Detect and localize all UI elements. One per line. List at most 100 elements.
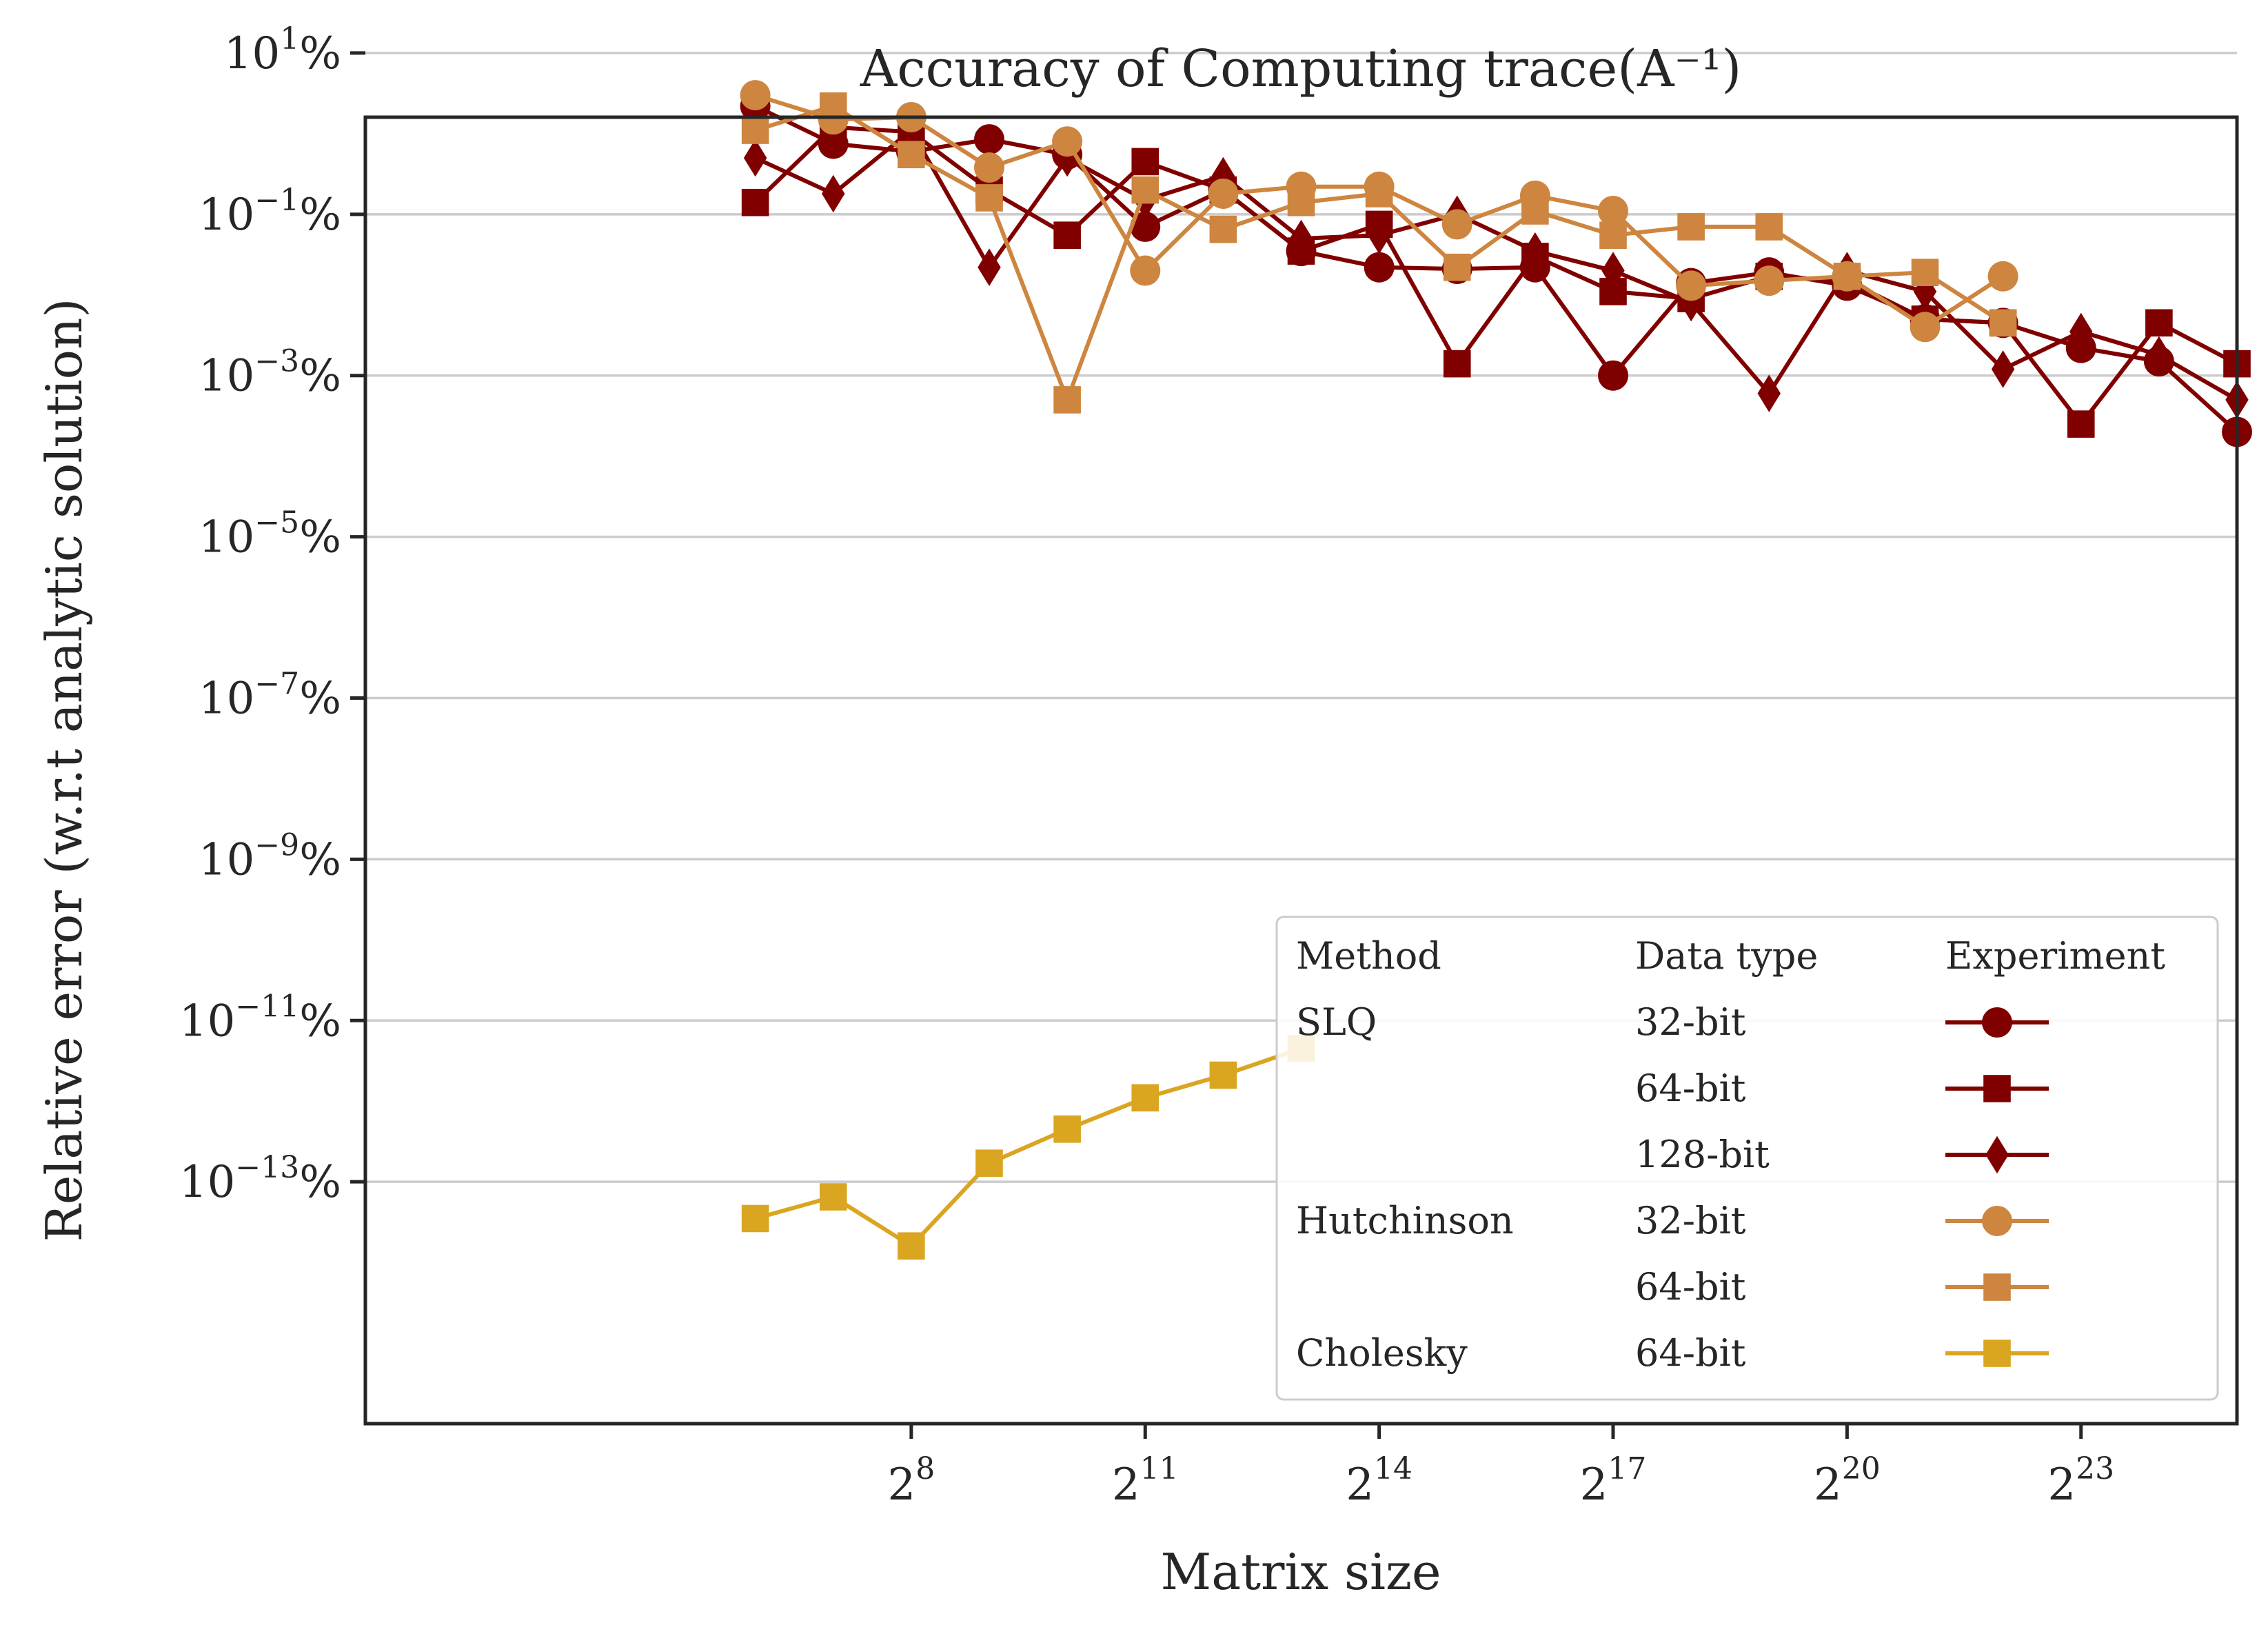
- legend-header: Method: [1296, 934, 1441, 978]
- series-line: [754, 128, 2238, 402]
- data-point: [1521, 197, 1549, 225]
- data-point: [1289, 219, 1313, 258]
- y-tick-exponent: −7: [254, 666, 299, 701]
- data-point: [1991, 350, 2015, 388]
- x-tick-base: 2: [1346, 1460, 1374, 1511]
- legend-dtype: 128-bit: [1635, 1133, 1770, 1176]
- x-tick-exponent: 14: [1374, 1451, 1413, 1486]
- x-axis-label: Matrix size: [1160, 1543, 1441, 1601]
- y-tick-unit: %: [299, 190, 341, 241]
- data-point: [1911, 259, 1939, 286]
- data-point: [1757, 374, 1781, 412]
- y-tick-exponent: −1: [254, 183, 299, 218]
- data-point: [1208, 178, 1239, 209]
- data-point: [1053, 221, 1081, 249]
- data-point: [1987, 261, 2018, 292]
- data-point: [1677, 213, 1705, 241]
- x-tick-base: 2: [2047, 1460, 2076, 1511]
- data-point: [1598, 195, 1628, 226]
- series-hutchinson-64-bit: [741, 92, 2017, 414]
- data-point: [1523, 232, 1547, 270]
- legend-marker: [1983, 1075, 2011, 1102]
- data-point: [822, 174, 845, 213]
- data-point: [2147, 336, 2171, 374]
- legend-header: Data type: [1635, 934, 1818, 978]
- y-tick-base: 10: [224, 28, 280, 79]
- data-point: [1910, 312, 1941, 343]
- data-point: [740, 80, 771, 111]
- data-point: [1131, 1084, 1160, 1112]
- data-point: [1130, 255, 1161, 286]
- y-tick-label: 10−5%: [199, 505, 341, 563]
- data-point: [819, 92, 847, 120]
- y-tick-exponent: −5: [254, 505, 299, 541]
- x-tick-base: 2: [888, 1460, 916, 1511]
- x-tick-label: 220: [1814, 1451, 1881, 1511]
- legend-box: [1275, 916, 2219, 1401]
- legend-method: Cholesky: [1296, 1331, 1468, 1375]
- legend-marker: [1982, 1007, 2012, 1038]
- legend: Method Data type Experiment SLQ 32-bit 64-bit…: [1275, 916, 2219, 1401]
- data-point: [975, 184, 1003, 212]
- y-tick-label: 10−3%: [199, 344, 341, 402]
- y-tick-unit: %: [299, 996, 341, 1047]
- x-tick-exponent: 20: [1842, 1451, 1881, 1486]
- x-tick-label: 214: [1346, 1451, 1413, 1511]
- legend-method: Hutchinson: [1296, 1199, 1514, 1242]
- legend-dtype: 32-bit: [1635, 1199, 1746, 1242]
- y-tick-unit: %: [299, 512, 341, 563]
- y-tick-base: 10: [199, 673, 254, 724]
- legend-method: SLQ: [1296, 1000, 1377, 1044]
- y-tick-label: 10−13%: [179, 1150, 341, 1208]
- data-point: [2145, 309, 2173, 337]
- x-tick-exponent: 23: [2076, 1451, 2114, 1486]
- data-point: [1598, 360, 1628, 391]
- data-point: [1055, 139, 1079, 177]
- data-point: [741, 117, 769, 144]
- data-point: [743, 139, 767, 177]
- data-point: [1676, 270, 1707, 301]
- x-tick-exponent: 17: [1608, 1451, 1646, 1486]
- legend-header: Experiment: [1945, 934, 2165, 978]
- y-tick-label: 101%: [224, 21, 341, 79]
- y-tick-unit: %: [299, 1157, 341, 1208]
- x-tick-label: 223: [2047, 1451, 2114, 1511]
- x-tick-label: 28: [888, 1451, 935, 1511]
- y-tick-exponent: −11: [235, 989, 299, 1024]
- data-point: [741, 188, 769, 216]
- data-point: [1367, 216, 1391, 254]
- x-tick-base: 2: [1580, 1460, 1608, 1511]
- x-tick-exponent: 11: [1140, 1451, 1179, 1486]
- data-point: [1053, 1115, 1081, 1143]
- y-tick-unit: %: [299, 28, 341, 79]
- y-axis-label: Relative error (w.r.t analytic solution): [35, 299, 93, 1242]
- y-tick-label: 10−1%: [199, 183, 341, 241]
- data-point: [974, 124, 1004, 155]
- y-tick-exponent: 1: [280, 21, 299, 57]
- data-point: [1755, 213, 1783, 241]
- data-point: [1365, 180, 1393, 208]
- legend-dtype: 64-bit: [1635, 1265, 1746, 1309]
- data-point: [1989, 309, 2017, 337]
- data-point: [2067, 410, 2095, 438]
- y-tick-base: 10: [179, 1157, 235, 1208]
- data-point: [2069, 312, 2093, 351]
- data-point: [1053, 386, 1081, 414]
- y-tick-unit: %: [299, 351, 341, 402]
- data-point: [1209, 1061, 1237, 1089]
- data-point: [819, 1183, 847, 1211]
- y-tick-unit: %: [299, 673, 341, 724]
- data-point: [1441, 209, 1472, 240]
- y-tick-base: 10: [179, 996, 235, 1047]
- x-tick-label: 217: [1580, 1451, 1647, 1511]
- legend-dtype: 32-bit: [1635, 1000, 1746, 1044]
- data-point: [1754, 265, 1785, 296]
- data-point: [898, 1232, 925, 1260]
- y-tick-base: 10: [199, 512, 254, 563]
- x-axis-ticks: 28 211 214 217 220 223: [888, 1424, 2114, 1511]
- y-axis-ticks: 101%10−1%10−3%10−5%10−7%10−9%10−11%10−13…: [179, 21, 365, 1208]
- y-tick-exponent: −9: [254, 827, 299, 862]
- x-tick-label: 211: [1112, 1451, 1179, 1511]
- data-point: [1443, 253, 1471, 281]
